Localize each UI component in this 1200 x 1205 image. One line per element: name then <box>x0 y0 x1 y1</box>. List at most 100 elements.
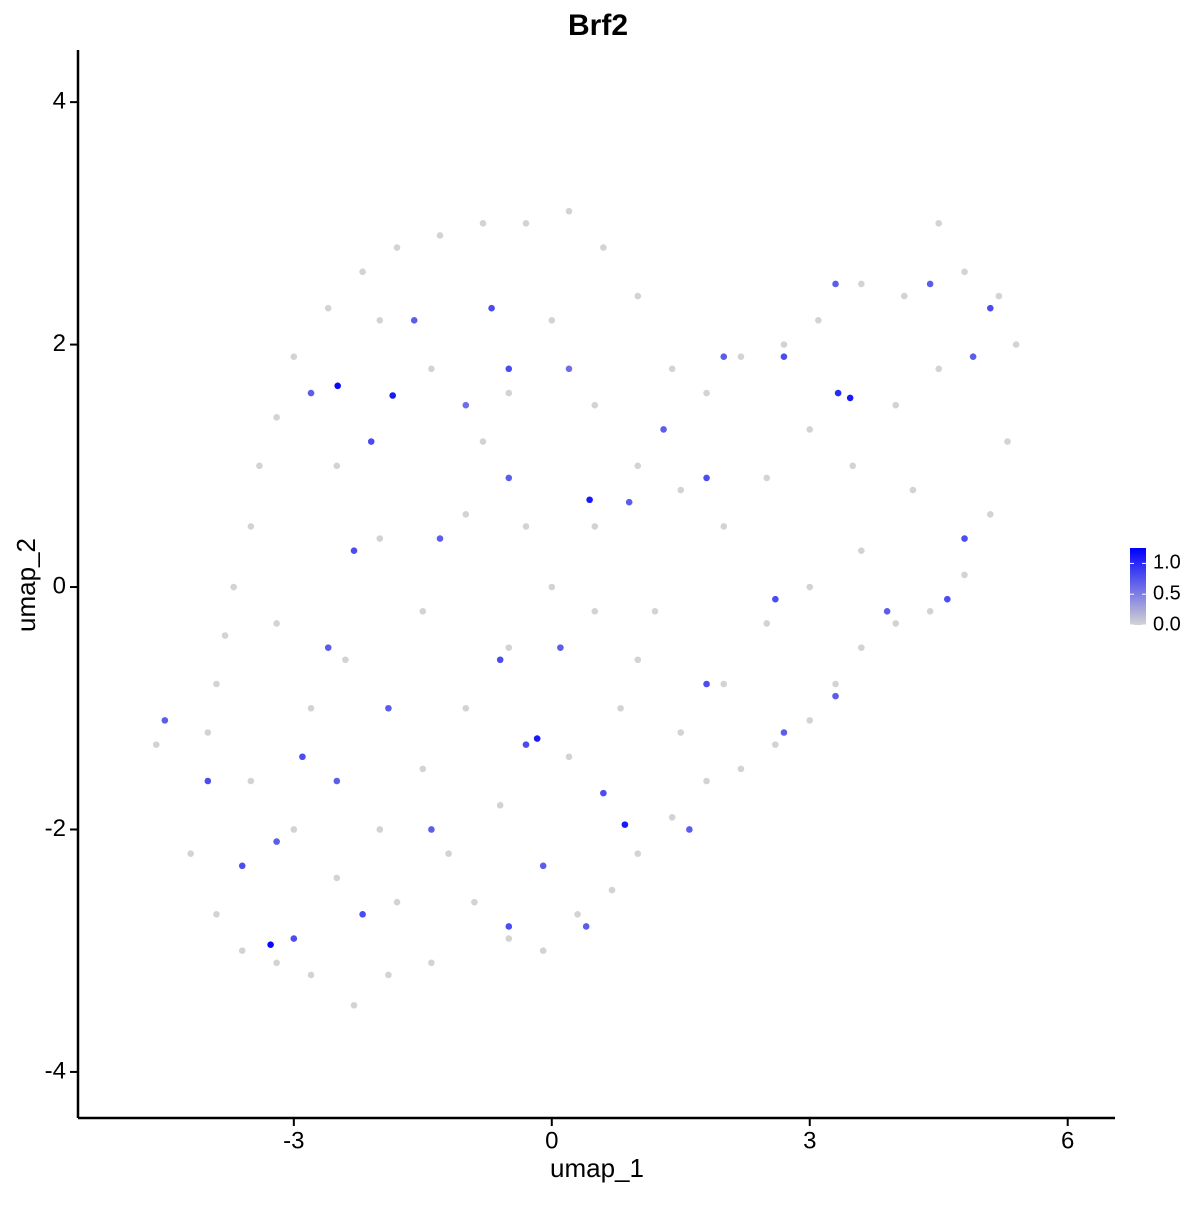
point <box>565 753 573 761</box>
point <box>307 389 315 397</box>
point <box>858 547 865 554</box>
point <box>539 947 547 955</box>
point <box>359 911 366 918</box>
point <box>780 341 788 348</box>
point <box>703 680 710 688</box>
point <box>359 268 366 276</box>
point <box>806 717 814 724</box>
point <box>273 959 280 967</box>
point <box>522 523 530 530</box>
point <box>238 862 246 870</box>
y-tick-label: 2 <box>53 330 66 357</box>
point <box>961 268 968 276</box>
point <box>436 535 444 542</box>
point <box>703 474 710 482</box>
point <box>505 644 513 651</box>
point <box>780 729 788 736</box>
colorbar <box>1130 548 1146 625</box>
point <box>522 741 530 748</box>
point <box>462 510 470 518</box>
point <box>832 692 839 700</box>
point <box>376 826 384 833</box>
point <box>1004 438 1011 445</box>
point <box>557 644 564 651</box>
point <box>772 741 779 748</box>
point <box>591 401 599 409</box>
point <box>273 414 280 421</box>
point <box>488 304 495 312</box>
point <box>324 644 332 651</box>
point <box>617 704 624 712</box>
point <box>342 656 349 664</box>
point <box>419 607 427 615</box>
point <box>428 959 435 967</box>
point <box>436 232 444 239</box>
point <box>720 680 728 688</box>
point <box>221 632 229 639</box>
point <box>995 292 1003 300</box>
point <box>969 353 977 361</box>
point <box>574 911 581 918</box>
point <box>668 814 676 821</box>
point <box>393 244 401 251</box>
point <box>858 644 865 651</box>
colorbar-tick-label: 1.0 <box>1153 552 1181 574</box>
point <box>267 941 274 948</box>
point <box>582 923 590 930</box>
point <box>926 280 934 288</box>
point <box>772 595 779 603</box>
point <box>419 765 427 773</box>
point <box>385 704 392 712</box>
point <box>634 292 642 300</box>
point <box>428 826 435 833</box>
point <box>763 474 771 482</box>
point <box>299 753 306 761</box>
point <box>505 923 513 930</box>
point <box>720 523 728 530</box>
point <box>333 874 341 882</box>
point <box>333 462 341 470</box>
point <box>367 438 375 445</box>
point <box>834 389 842 397</box>
point <box>307 971 315 979</box>
point <box>815 317 822 324</box>
point <box>290 353 298 361</box>
y-tick-label: -4 <box>45 1057 66 1084</box>
point <box>846 394 854 402</box>
point <box>307 704 315 712</box>
point <box>858 280 865 288</box>
x-axis-label: umap_1 <box>550 1153 644 1183</box>
point <box>806 426 814 433</box>
point <box>213 680 220 688</box>
point <box>668 365 676 373</box>
point <box>608 886 616 894</box>
point <box>892 620 900 627</box>
point <box>565 207 573 215</box>
point <box>273 838 280 845</box>
point <box>385 971 392 979</box>
point <box>621 821 629 828</box>
point <box>987 304 994 312</box>
point <box>533 735 541 742</box>
point <box>892 401 900 409</box>
point <box>445 850 452 858</box>
point <box>324 304 332 312</box>
point <box>238 947 246 955</box>
point <box>901 292 908 300</box>
point <box>548 583 556 591</box>
point <box>462 704 470 712</box>
point <box>565 365 573 373</box>
point <box>677 486 685 494</box>
point <box>247 523 255 530</box>
point <box>703 777 710 785</box>
point <box>677 729 685 736</box>
point <box>720 353 728 361</box>
point <box>256 462 263 470</box>
point <box>660 426 667 433</box>
point <box>152 741 160 748</box>
point <box>350 547 358 554</box>
point <box>505 365 513 373</box>
point <box>1012 341 1020 348</box>
point <box>686 826 693 833</box>
